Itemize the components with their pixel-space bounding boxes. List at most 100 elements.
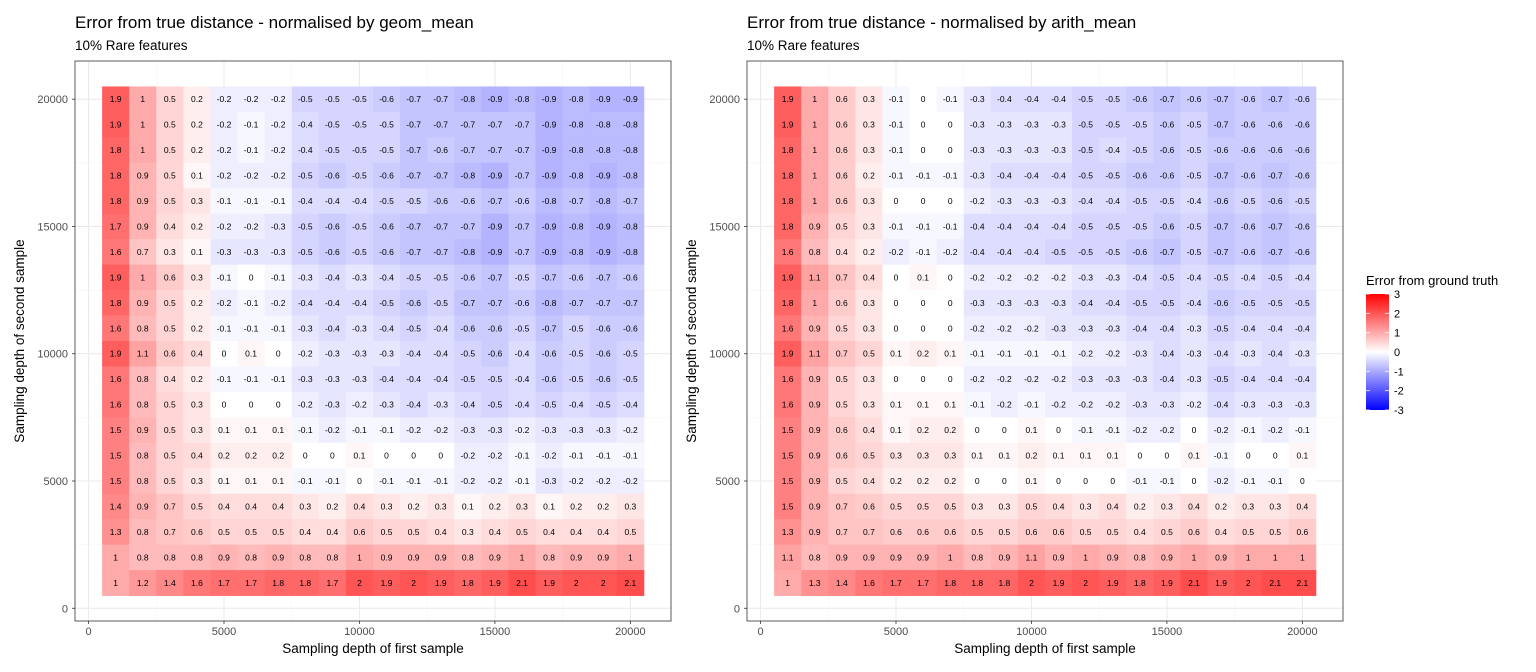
heatmap-cell: [855, 315, 883, 342]
cell-label: 0.6: [1296, 527, 1308, 537]
cell-label: -0.1: [271, 374, 286, 384]
cell-label: -0.6: [1214, 196, 1229, 206]
heatmap-cell: [156, 519, 184, 546]
cell-label: 0.2: [326, 501, 338, 511]
cell-label: -0.5: [352, 145, 367, 155]
heatmap-cell: [481, 264, 509, 291]
cell-label: 0: [948, 323, 953, 333]
heatmap-cell: [345, 468, 374, 495]
cell-label: 0: [1083, 476, 1088, 486]
cell-label: 0.9: [1215, 552, 1227, 562]
heatmap-cell: [1126, 111, 1154, 138]
heatmap-cell: [156, 315, 184, 342]
cell-label: 1.8: [1134, 578, 1146, 588]
heatmap-cell: [1045, 391, 1073, 418]
heatmap-cell: [129, 366, 157, 393]
cell-label: -0.4: [1295, 374, 1310, 384]
cell-label: -0.6: [1241, 171, 1256, 181]
heatmap-cell: [1288, 162, 1317, 189]
heatmap-cell: [400, 239, 428, 266]
cell-label: 0: [894, 298, 899, 308]
heatmap-cell: [210, 544, 238, 571]
cell-label: 0.9: [809, 374, 821, 384]
cell-label: -0.2: [1187, 400, 1202, 410]
heatmap-cell: [345, 442, 374, 469]
heatmap-cell: [102, 544, 130, 571]
cell-label: 1.6: [782, 247, 794, 257]
heatmap-cell: [291, 213, 320, 240]
cell-label: 0.9: [809, 425, 821, 435]
cell-label: 1: [1083, 552, 1088, 562]
cell-label: -0.5: [1105, 94, 1120, 104]
cell-label: -0.2: [1024, 323, 1039, 333]
cell-label: 0.3: [863, 221, 875, 231]
heatmap-cell: [1180, 213, 1208, 240]
heatmap-cell: [210, 188, 238, 215]
cell-label: -0.3: [1078, 323, 1093, 333]
heatmap-cell: [508, 468, 536, 495]
cell-label: 0.5: [245, 527, 257, 537]
heatmap-cell: [237, 188, 266, 215]
cell-label: 0.3: [164, 247, 176, 257]
heatmap-cell: [589, 111, 618, 138]
cell-label: 0.6: [354, 527, 366, 537]
heatmap-cell: [1072, 570, 1100, 596]
heatmap-cell: [427, 468, 455, 495]
cell-label: -0.2: [997, 400, 1012, 410]
cell-label: -0.4: [1268, 323, 1283, 333]
cell-label: -0.5: [406, 323, 421, 333]
heatmap-cell: [237, 366, 266, 393]
cell-label: -0.2: [244, 94, 259, 104]
cell-label: -0.3: [433, 400, 448, 410]
cell-label: -0.5: [406, 196, 421, 206]
legend-colorbar: [1366, 294, 1389, 410]
heatmap-cell: [373, 111, 401, 138]
heatmap-cell: [237, 264, 266, 291]
cell-label: 0: [1002, 476, 1007, 486]
heatmap-cell: [210, 86, 238, 113]
heatmap-cell: [1153, 570, 1181, 596]
heatmap-cell: [828, 290, 856, 316]
cell-label: -0.6: [1132, 94, 1147, 104]
cell-label: -0.8: [596, 196, 611, 206]
heatmap-cell: [909, 544, 938, 571]
heatmap-cell: [129, 188, 157, 215]
cell-label: 2: [357, 578, 362, 588]
heatmap-cell: [828, 391, 856, 418]
heatmap-cell: [1180, 111, 1208, 138]
cell-label: -0.6: [1295, 94, 1310, 104]
cell-label: 0.5: [164, 400, 176, 410]
cell-label: -0.5: [1214, 374, 1229, 384]
heatmap-cell: [801, 570, 829, 596]
heatmap-cell: [237, 341, 266, 367]
legend-tick-label: 1: [1394, 328, 1400, 340]
cell-label: -0.6: [1214, 298, 1229, 308]
cell-label: -0.7: [623, 196, 638, 206]
cell-label: 0.5: [218, 527, 230, 537]
cell-label: -0.5: [1241, 196, 1256, 206]
heatmap-cell: [102, 213, 130, 240]
heatmap-cell: [345, 86, 374, 113]
heatmap-cell: [156, 86, 184, 113]
heatmap-cell: [589, 468, 618, 495]
heatmap-cell: [183, 570, 211, 596]
heatmap-cell: [102, 162, 130, 189]
cell-label: 0.3: [1269, 501, 1281, 511]
heatmap-cell: [481, 468, 509, 495]
cell-label: -0.3: [1295, 349, 1310, 359]
cell-label: -0.2: [217, 171, 232, 181]
cell-label: -0.8: [623, 145, 638, 155]
cell-label: 0.1: [917, 400, 929, 410]
cell-label: 0.2: [1026, 451, 1038, 461]
cell-label: -0.3: [1024, 145, 1039, 155]
heatmap-cell: [264, 162, 293, 189]
cell-label: -0.5: [488, 374, 503, 384]
heatmap-cell: [562, 570, 591, 596]
heatmap-cell: [963, 366, 992, 393]
heatmap-cell: [508, 519, 536, 546]
cell-label: 0: [894, 374, 899, 384]
cell-label: -0.6: [488, 349, 503, 359]
heatmap-cell: [102, 366, 130, 393]
heatmap-cell: [1072, 162, 1100, 189]
